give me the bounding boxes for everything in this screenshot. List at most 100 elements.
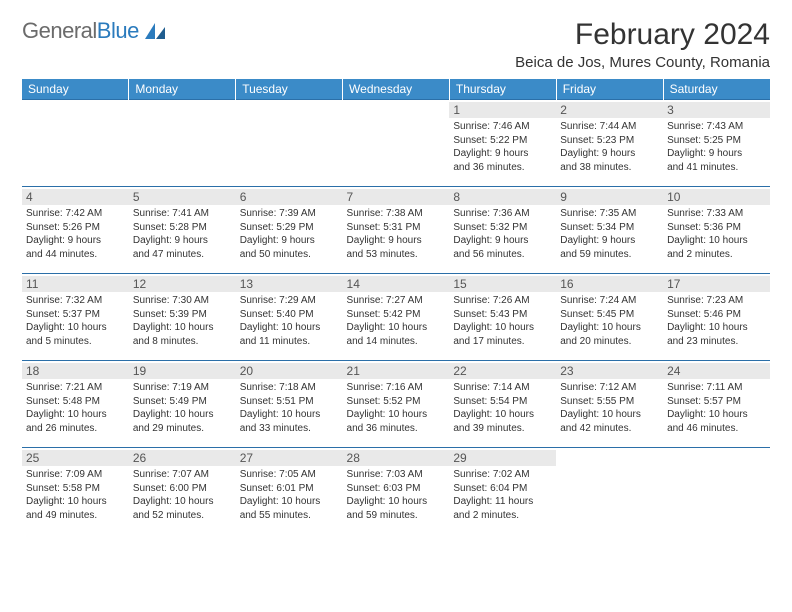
day-number: 12 <box>129 276 236 292</box>
info-line: Daylight: 10 hours <box>240 408 339 422</box>
info-line: Daylight: 10 hours <box>347 321 446 335</box>
info-line: and 11 minutes. <box>240 335 339 349</box>
calendar-cell <box>343 100 450 187</box>
info-line: Sunset: 5:48 PM <box>26 395 125 409</box>
calendar-cell <box>556 448 663 535</box>
day-header: Tuesday <box>236 79 343 100</box>
day-info: Sunrise: 7:21 AMSunset: 5:48 PMDaylight:… <box>26 381 125 435</box>
day-number: 2 <box>556 102 663 118</box>
calendar-cell: 25Sunrise: 7:09 AMSunset: 5:58 PMDayligh… <box>22 448 129 535</box>
header: GeneralBlue February 2024 Beica de Jos, … <box>22 18 770 71</box>
info-line: Sunrise: 7:14 AM <box>453 381 552 395</box>
info-line: Sunset: 5:54 PM <box>453 395 552 409</box>
day-info: Sunrise: 7:11 AMSunset: 5:57 PMDaylight:… <box>667 381 766 435</box>
logo-word2: Blue <box>97 18 139 43</box>
info-line: Daylight: 10 hours <box>26 495 125 509</box>
calendar-cell: 9Sunrise: 7:35 AMSunset: 5:34 PMDaylight… <box>556 187 663 274</box>
info-line: and 44 minutes. <box>26 248 125 262</box>
info-line: Daylight: 9 hours <box>560 234 659 248</box>
day-number: 29 <box>449 450 556 466</box>
info-line: Sunrise: 7:21 AM <box>26 381 125 395</box>
info-line: Sunset: 5:29 PM <box>240 221 339 235</box>
info-line: and 46 minutes. <box>667 422 766 436</box>
day-number: 9 <box>556 189 663 205</box>
calendar-cell <box>129 100 236 187</box>
info-line: Sunrise: 7:29 AM <box>240 294 339 308</box>
day-header: Friday <box>556 79 663 100</box>
calendar-cell: 17 Sunrise: 7:23 AMSunset: 5:46 PMDayligh… <box>663 274 770 361</box>
calendar-cell: 11Sunrise: 7:32 AMSunset: 5:37 PMDayligh… <box>22 274 129 361</box>
day-info: Sunrise: 7:09 AMSunset: 5:58 PMDaylight:… <box>26 468 125 522</box>
info-line: Sunrise: 7:38 AM <box>347 207 446 221</box>
day-info: Sunrise: 7:36 AMSunset: 5:32 PMDaylight:… <box>453 207 552 261</box>
info-line: and 2 minutes. <box>667 248 766 262</box>
info-line: Sunrise: 7:27 AM <box>347 294 446 308</box>
info-line: Sunset: 5:51 PM <box>240 395 339 409</box>
info-line: Sunrise: 7:03 AM <box>347 468 446 482</box>
info-line: and 14 minutes. <box>347 335 446 349</box>
info-line: Sunset: 6:04 PM <box>453 482 552 496</box>
calendar-cell: 18Sunrise: 7:21 AMSunset: 5:48 PMDayligh… <box>22 361 129 448</box>
info-line: Daylight: 9 hours <box>560 147 659 161</box>
info-line: and 49 minutes. <box>26 509 125 523</box>
day-header: Sunday <box>22 79 129 100</box>
title-block: February 2024 Beica de Jos, Mures County… <box>515 18 770 71</box>
info-line: Sunrise: 7:43 AM <box>667 120 766 134</box>
info-line: Sunset: 5:26 PM <box>26 221 125 235</box>
info-line: Sunrise: 7:12 AM <box>560 381 659 395</box>
calendar-cell: 4Sunrise: 7:42 AMSunset: 5:26 PMDaylight… <box>22 187 129 274</box>
calendar-cell: 23Sunrise: 7:12 AMSunset: 5:55 PMDayligh… <box>556 361 663 448</box>
calendar-cell: 20Sunrise: 7:18 AMSunset: 5:51 PMDayligh… <box>236 361 343 448</box>
calendar-cell: 10Sunrise: 7:33 AMSunset: 5:36 PMDayligh… <box>663 187 770 274</box>
day-number: 3 <box>663 102 770 118</box>
calendar-cell: 12Sunrise: 7:30 AMSunset: 5:39 PMDayligh… <box>129 274 236 361</box>
info-line: Sunset: 5:45 PM <box>560 308 659 322</box>
day-number: 22 <box>449 363 556 379</box>
calendar-cell: 6Sunrise: 7:39 AMSunset: 5:29 PMDaylight… <box>236 187 343 274</box>
info-line: Sunrise: 7:33 AM <box>667 207 766 221</box>
calendar-week: 25Sunrise: 7:09 AMSunset: 5:58 PMDayligh… <box>22 448 770 535</box>
info-line: Sunrise: 7:32 AM <box>26 294 125 308</box>
info-line: and 38 minutes. <box>560 161 659 175</box>
day-info: Sunrise: 7:02 AMSunset: 6:04 PMDaylight:… <box>453 468 552 522</box>
info-line: Daylight: 9 hours <box>453 234 552 248</box>
info-line: Sunrise: 7:11 AM <box>667 381 766 395</box>
day-number: 1 <box>449 102 556 118</box>
info-line: Sunset: 5:34 PM <box>560 221 659 235</box>
info-line: and 5 minutes. <box>26 335 125 349</box>
info-line: Sunrise: 7:39 AM <box>240 207 339 221</box>
info-line: Daylight: 9 hours <box>347 234 446 248</box>
info-line: Sunset: 5:31 PM <box>347 221 446 235</box>
info-line: Daylight: 10 hours <box>240 495 339 509</box>
day-info: Sunrise: 7:23 AMSunset: 5:46 PMDaylight:… <box>667 294 766 348</box>
info-line: and 26 minutes. <box>26 422 125 436</box>
day-header: Saturday <box>663 79 770 100</box>
info-line: Daylight: 10 hours <box>453 321 552 335</box>
info-line: and 36 minutes. <box>347 422 446 436</box>
info-line: Daylight: 9 hours <box>240 234 339 248</box>
calendar-cell: 1Sunrise: 7:46 AMSunset: 5:22 PMDaylight… <box>449 100 556 187</box>
day-number: 24 <box>663 363 770 379</box>
day-info: Sunrise: 7:14 AMSunset: 5:54 PMDaylight:… <box>453 381 552 435</box>
info-line: Sunrise: 7:41 AM <box>133 207 232 221</box>
day-number: 14 <box>343 276 450 292</box>
info-line: Sunset: 5:37 PM <box>26 308 125 322</box>
day-header: Wednesday <box>343 79 450 100</box>
day-info: Sunrise: 7:24 AMSunset: 5:45 PMDaylight:… <box>560 294 659 348</box>
info-line: Sunset: 5:22 PM <box>453 134 552 148</box>
day-number: 19 <box>129 363 236 379</box>
day-number: 5 <box>129 189 236 205</box>
day-number: 20 <box>236 363 343 379</box>
info-line: and 50 minutes. <box>240 248 339 262</box>
info-line: Sunrise: 7:44 AM <box>560 120 659 134</box>
info-line: Sunrise: 7:23 AM <box>667 294 766 308</box>
info-line: and 33 minutes. <box>240 422 339 436</box>
day-info: Sunrise: 7:33 AMSunset: 5:36 PMDaylight:… <box>667 207 766 261</box>
day-number: 8 <box>449 189 556 205</box>
calendar-cell: 14Sunrise: 7:27 AMSunset: 5:42 PMDayligh… <box>343 274 450 361</box>
day-info: Sunrise: 7:41 AMSunset: 5:28 PMDaylight:… <box>133 207 232 261</box>
calendar-cell: 26Sunrise: 7:07 AMSunset: 6:00 PMDayligh… <box>129 448 236 535</box>
day-number: 17 <box>663 276 770 292</box>
info-line: Daylight: 10 hours <box>133 321 232 335</box>
day-number: 27 <box>236 450 343 466</box>
